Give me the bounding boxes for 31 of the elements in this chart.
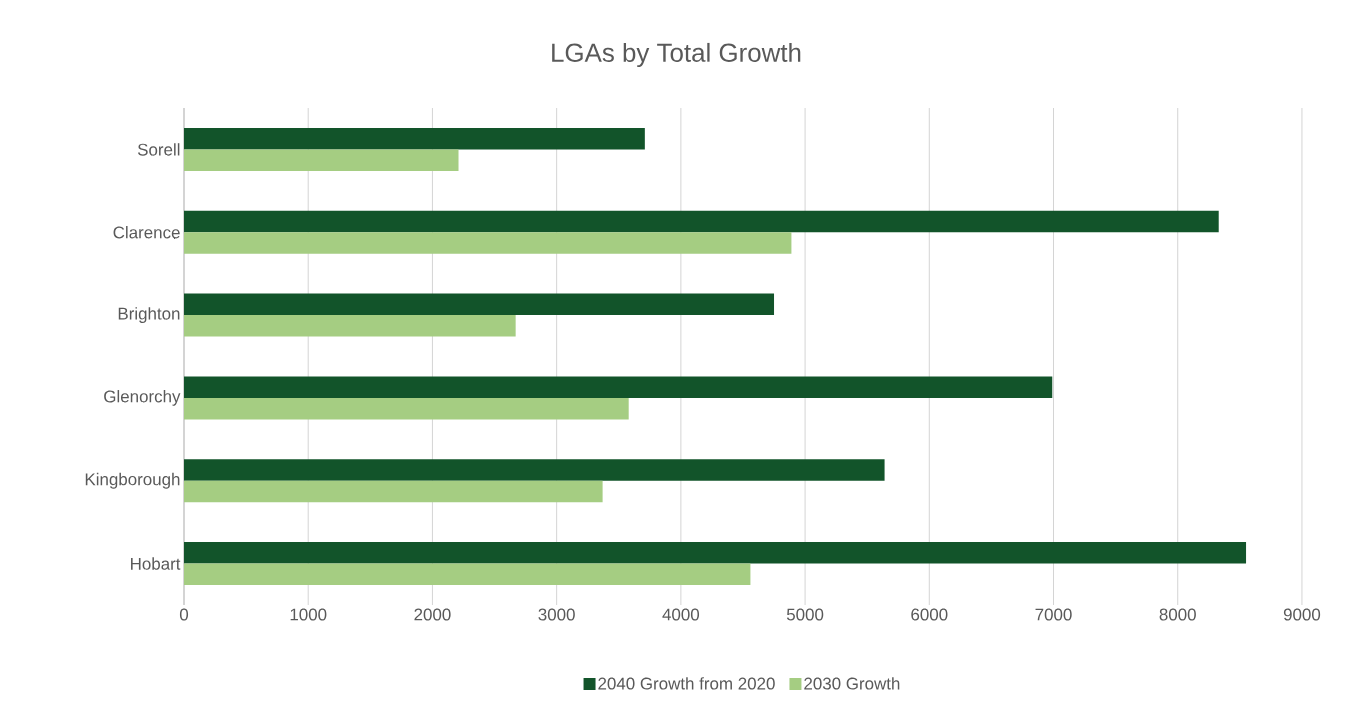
x-tick-label: 3000: [538, 608, 575, 621]
x-tick-label: 7000: [1035, 608, 1072, 621]
x-tick-label: 9000: [1283, 608, 1321, 621]
bar: [184, 293, 775, 316]
bar: [184, 127, 645, 150]
y-tick-label: Brighton: [118, 307, 180, 323]
y-tick-label: Sorell: [137, 143, 180, 156]
y-tick-label: Glenorchy: [104, 390, 181, 406]
x-tick-label: 6000: [911, 608, 948, 621]
x-tick-label: 8000: [1159, 608, 1196, 621]
y-tick-label: Clarence: [113, 226, 180, 239]
x-tick-label: 0: [179, 608, 189, 621]
bar: [184, 315, 516, 337]
x-tick-label: 4000: [662, 608, 700, 621]
bar: [184, 376, 1053, 398]
legend-label: 2040 Growth from 2020: [598, 677, 775, 690]
x-tick-label: 1000: [290, 608, 327, 621]
bar: [184, 149, 459, 171]
x-tick-label: 2000: [414, 608, 451, 621]
bar: [184, 397, 629, 420]
bar: [184, 563, 751, 586]
bar: [184, 232, 792, 254]
bar: [184, 210, 1219, 233]
y-tick-label: Hobart: [131, 557, 181, 570]
bar: [184, 542, 1247, 564]
y-tick-label: Kingborough: [85, 472, 180, 489]
legend-label: 2030 Growth: [804, 677, 900, 690]
bar: [184, 480, 603, 503]
bar: [184, 459, 885, 481]
x-tick-label: 5000: [786, 608, 824, 621]
chart-title: LGAs by Total Growth: [552, 42, 801, 68]
